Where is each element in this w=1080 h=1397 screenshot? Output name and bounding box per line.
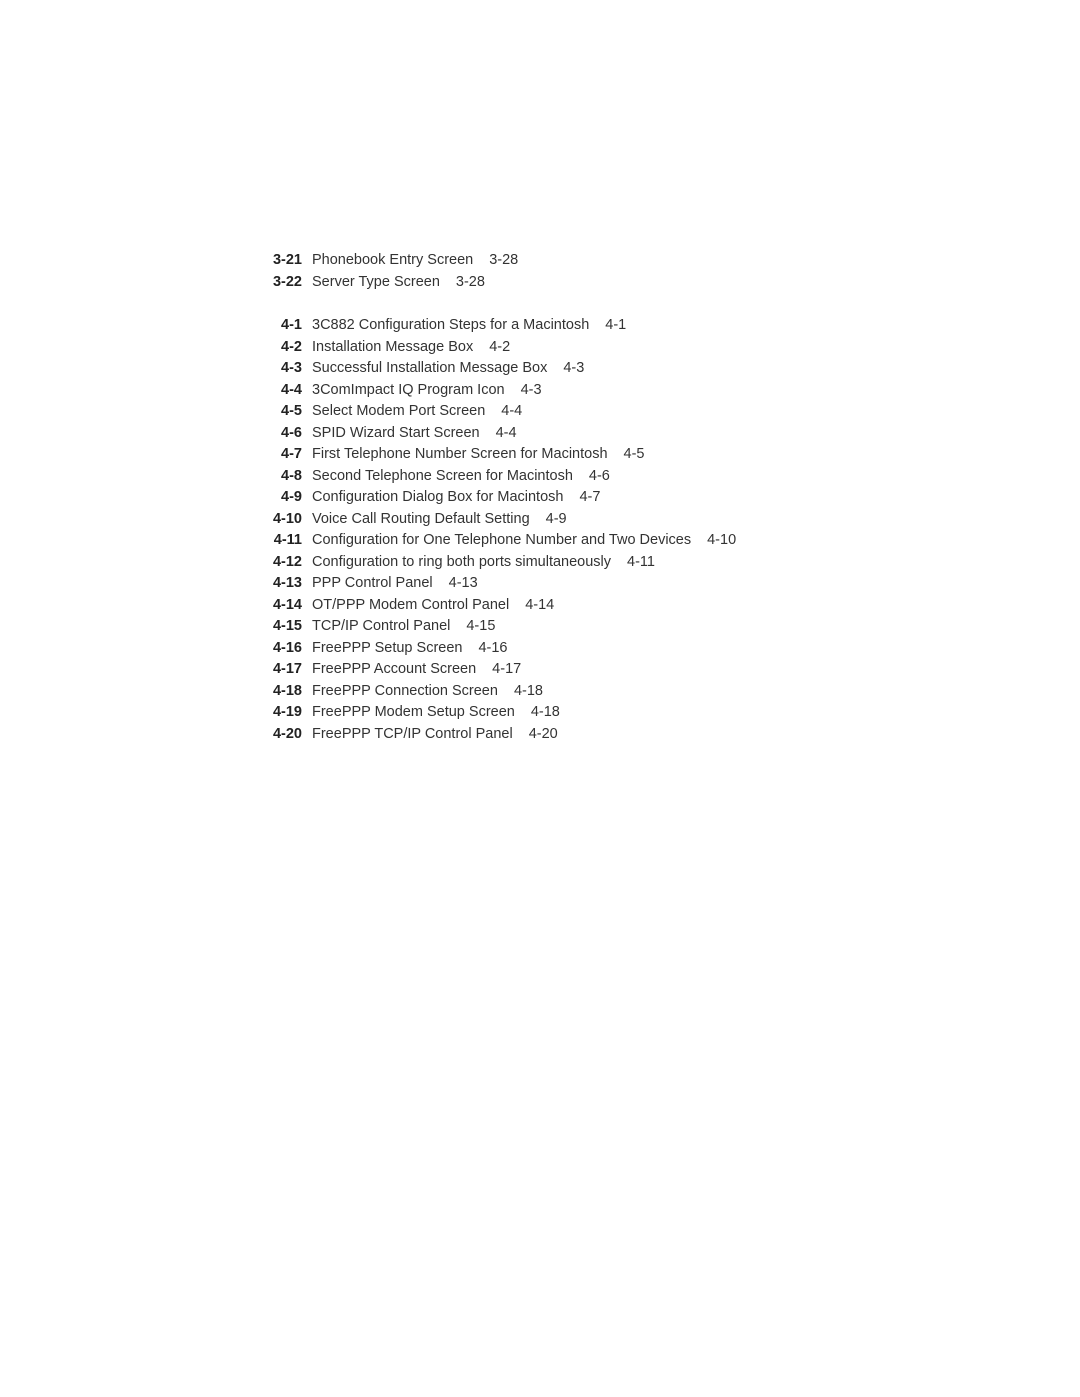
toc-entry: 4-43ComImpact IQ Program Icon 4-3 [268,380,968,402]
toc-entry: 4-13C882 Configuration Steps for a Macin… [268,315,968,337]
toc-entry-title: SPID Wizard Start Screen [312,423,480,445]
toc-entry-title: First Telephone Number Screen for Macint… [312,444,608,466]
toc-entry-number: 4-20 [268,724,312,746]
toc-entry-number: 4-12 [268,552,312,574]
toc-entry-number: 4-14 [268,595,312,617]
toc-entry: 4-3Successful Installation Message Box4-… [268,358,968,380]
toc-entry-number: 4-11 [268,530,312,552]
toc-entry-title: Successful Installation Message Box [312,358,547,380]
toc-entry-title: FreePPP Account Screen [312,659,476,681]
toc-entry-number: 4-2 [268,337,312,359]
toc-entry: 3-22Server Type Screen 3-28 [268,272,968,294]
toc-entry-title: TCP/IP Control Panel [312,616,450,638]
toc-entry-title: Installation Message Box [312,337,473,359]
toc-entry-number: 4-7 [268,444,312,466]
toc-entry-number: 4-6 [268,423,312,445]
toc-entry-page: 4-4 [501,401,522,423]
toc-entry-page: 4-14 [525,595,554,617]
toc-entry: 4-2Installation Message Box4-2 [268,337,968,359]
toc-entry-page: 4-16 [478,638,507,660]
toc-entry-page: 4-15 [466,616,495,638]
toc-entry-title: OT/PPP Modem Control Panel [312,595,509,617]
toc-entry-title: FreePPP TCP/IP Control Panel [312,724,513,746]
toc-entry-number: 3-21 [268,250,312,272]
toc-entry-page: 4-5 [624,444,645,466]
toc-entry-number: 4-1 [268,315,312,337]
toc-content: 3-21Phonebook Entry Screen3-283-22Server… [268,250,968,767]
toc-entry-title: 3C882 Configuration Steps for a Macintos… [312,315,589,337]
toc-entry: 4-14OT/PPP Modem Control Panel4-14 [268,595,968,617]
toc-entry-number: 4-15 [268,616,312,638]
toc-entry: 4-8Second Telephone Screen for Macintosh… [268,466,968,488]
toc-entry-number: 4-8 [268,466,312,488]
toc-entry-page: 4-17 [492,659,521,681]
toc-entry: 4-9Configuration Dialog Box for Macintos… [268,487,968,509]
toc-entry: 4-11Configuration for One Telephone Numb… [268,530,968,552]
toc-entry-title: FreePPP Modem Setup Screen [312,702,515,724]
toc-entry-title: 3ComImpact IQ Program Icon [312,380,505,402]
toc-entry-number: 4-10 [268,509,312,531]
toc-entry: 4-19FreePPP Modem Setup Screen 4-18 [268,702,968,724]
toc-entry-number: 4-13 [268,573,312,595]
toc-entry: 4-20FreePPP TCP/IP Control Panel4-20 [268,724,968,746]
toc-entry-title: PPP Control Panel [312,573,433,595]
toc-entry-page: 3-28 [489,250,518,272]
toc-entry-number: 4-19 [268,702,312,724]
toc-entry-page: 4-9 [546,509,567,531]
toc-group: 4-13C882 Configuration Steps for a Macin… [268,315,968,745]
toc-entry: 4-6SPID Wizard Start Screen 4-4 [268,423,968,445]
toc-entry-title: Phonebook Entry Screen [312,250,473,272]
toc-entry-title: FreePPP Setup Screen [312,638,462,660]
toc-entry-page: 4-11 [627,552,655,574]
toc-entry-page: 4-3 [521,380,542,402]
toc-group: 3-21Phonebook Entry Screen3-283-22Server… [268,250,968,293]
toc-entry-title: Configuration to ring both ports simulta… [312,552,611,574]
toc-entry-page: 4-6 [589,466,610,488]
toc-entry-page: 4-2 [489,337,510,359]
toc-entry-title: Configuration for One Telephone Number a… [312,530,691,552]
toc-entry: 4-10Voice Call Routing Default Setting 4-… [268,509,968,531]
toc-entry-page: 4-20 [529,724,558,746]
toc-entry-title: Configuration Dialog Box for Macintosh [312,487,563,509]
toc-entry-page: 4-13 [449,573,478,595]
toc-entry-number: 4-3 [268,358,312,380]
toc-entry: 4-13PPP Control Panel4-13 [268,573,968,595]
toc-entry-title: Server Type Screen [312,272,440,294]
toc-entry-number: 3-22 [268,272,312,294]
toc-entry-number: 4-5 [268,401,312,423]
toc-entry-page: 4-10 [707,530,736,552]
toc-entry: 4-7First Telephone Number Screen for Mac… [268,444,968,466]
toc-entry-page: 4-7 [579,487,600,509]
toc-entry-page: 4-3 [563,358,584,380]
toc-entry-number: 4-16 [268,638,312,660]
toc-entry-number: 4-4 [268,380,312,402]
toc-entry: 4-18FreePPP Connection Screen4-18 [268,681,968,703]
toc-entry-title: Second Telephone Screen for Macintosh [312,466,573,488]
toc-entry-number: 4-18 [268,681,312,703]
toc-entry-page: 3-28 [456,272,485,294]
toc-entry-page: 4-18 [514,681,543,703]
toc-entry-title: FreePPP Connection Screen [312,681,498,703]
toc-entry: 4-5Select Modem Port Screen 4-4 [268,401,968,423]
toc-entry: 4-12Configuration to ring both ports sim… [268,552,968,574]
toc-entry: 4-16FreePPP Setup Screen4-16 [268,638,968,660]
toc-entry-page: 4-1 [605,315,626,337]
toc-entry: 3-21Phonebook Entry Screen 3-28 [268,250,968,272]
toc-entry-number: 4-9 [268,487,312,509]
toc-entry: 4-17FreePPP Account Screen4-17 [268,659,968,681]
toc-entry: 4-15TCP/IP Control Panel4-15 [268,616,968,638]
toc-entry-page: 4-18 [531,702,560,724]
toc-entry-number: 4-17 [268,659,312,681]
toc-entry-page: 4-4 [496,423,517,445]
toc-entry-title: Select Modem Port Screen [312,401,485,423]
toc-entry-title: Voice Call Routing Default Setting [312,509,530,531]
